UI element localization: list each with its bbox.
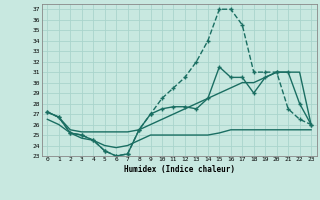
X-axis label: Humidex (Indice chaleur): Humidex (Indice chaleur) (124, 165, 235, 174)
